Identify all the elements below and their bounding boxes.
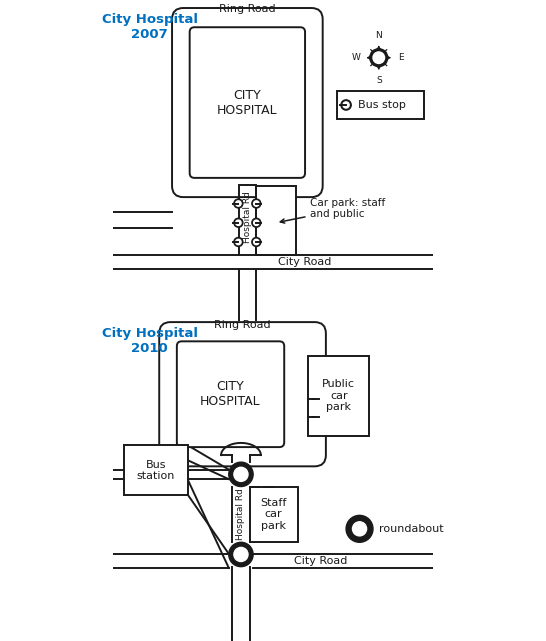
Text: Car park: staff
and public: Car park: staff and public bbox=[280, 197, 385, 223]
Circle shape bbox=[234, 547, 248, 562]
Text: City Road: City Road bbox=[278, 257, 332, 267]
Circle shape bbox=[343, 102, 349, 108]
Text: CITY
HOSPITAL: CITY HOSPITAL bbox=[200, 380, 261, 408]
Circle shape bbox=[370, 49, 388, 67]
Text: CITY
HOSPITAL: CITY HOSPITAL bbox=[217, 88, 278, 117]
Bar bbox=[124, 445, 188, 495]
Text: N: N bbox=[376, 31, 382, 40]
Text: E: E bbox=[399, 53, 404, 62]
FancyBboxPatch shape bbox=[189, 28, 305, 178]
Circle shape bbox=[346, 515, 373, 542]
Circle shape bbox=[236, 201, 241, 206]
Circle shape bbox=[254, 220, 259, 226]
Text: Staff
car
park: Staff car park bbox=[260, 498, 287, 531]
Circle shape bbox=[229, 462, 253, 487]
Text: Public
car
park: Public car park bbox=[322, 379, 355, 412]
Circle shape bbox=[234, 237, 243, 246]
Circle shape bbox=[252, 237, 261, 246]
Text: Bus
station: Bus station bbox=[137, 460, 175, 481]
Circle shape bbox=[254, 201, 259, 206]
Text: Ring Road: Ring Road bbox=[219, 4, 276, 14]
Text: City Hospital
2007: City Hospital 2007 bbox=[102, 13, 198, 41]
Text: Hospital Rd: Hospital Rd bbox=[243, 191, 252, 243]
Circle shape bbox=[234, 218, 243, 228]
Circle shape bbox=[229, 542, 253, 567]
Bar bbox=[308, 356, 369, 436]
Text: Hospital Rd: Hospital Rd bbox=[236, 488, 246, 540]
Circle shape bbox=[341, 100, 351, 110]
Text: roundabout: roundabout bbox=[379, 524, 443, 534]
Text: Ring Road: Ring Road bbox=[214, 320, 271, 330]
Circle shape bbox=[254, 239, 259, 245]
Text: W: W bbox=[352, 53, 361, 62]
Circle shape bbox=[236, 220, 241, 226]
FancyBboxPatch shape bbox=[172, 8, 323, 197]
Bar bbox=[256, 186, 296, 254]
Text: S: S bbox=[376, 76, 382, 85]
Circle shape bbox=[252, 199, 261, 208]
Text: City Road: City Road bbox=[294, 556, 348, 566]
FancyBboxPatch shape bbox=[337, 91, 424, 119]
Text: City Hospital
2010: City Hospital 2010 bbox=[102, 327, 198, 355]
Circle shape bbox=[373, 52, 384, 63]
Bar bbox=[250, 487, 298, 542]
Text: Bus stop: Bus stop bbox=[358, 100, 406, 110]
FancyBboxPatch shape bbox=[177, 341, 284, 447]
Circle shape bbox=[236, 239, 241, 245]
Circle shape bbox=[353, 522, 366, 536]
Circle shape bbox=[252, 218, 261, 228]
Circle shape bbox=[234, 467, 248, 481]
FancyBboxPatch shape bbox=[159, 322, 326, 466]
Circle shape bbox=[234, 199, 243, 208]
